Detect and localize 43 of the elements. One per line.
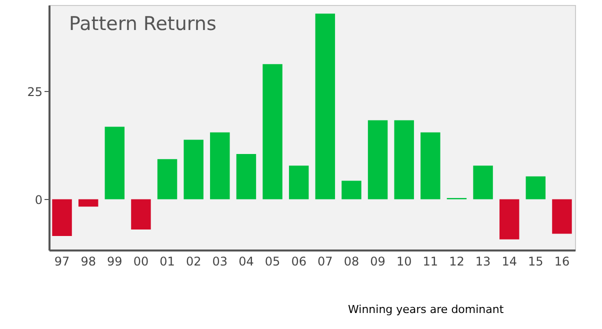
bar xyxy=(368,120,388,200)
x-tick-label: 08 xyxy=(344,254,360,268)
bar xyxy=(473,166,493,200)
x-tick-label: 97 xyxy=(54,254,70,268)
x-tick-label: 98 xyxy=(80,254,96,268)
x-tick-label: 01 xyxy=(160,254,175,268)
x-tick-label: 09 xyxy=(370,254,386,268)
y-tick-label: 0 xyxy=(34,192,42,207)
x-tick-label: 03 xyxy=(212,254,228,268)
x-tick-label: 04 xyxy=(238,254,254,268)
bar xyxy=(262,64,282,200)
x-tick-label: 99 xyxy=(107,254,122,268)
bar xyxy=(210,132,230,200)
bar xyxy=(131,199,151,230)
bar xyxy=(52,199,72,236)
bar xyxy=(552,199,572,234)
x-tick-label: 07 xyxy=(318,254,333,268)
x-tick-label: 10 xyxy=(396,254,412,268)
bar xyxy=(342,180,362,200)
x-tick-label: 11 xyxy=(422,254,438,268)
bar xyxy=(184,140,204,200)
x-tick-label: 12 xyxy=(449,254,464,268)
bar xyxy=(499,199,520,240)
bar xyxy=(104,126,125,200)
x-tick-label: 16 xyxy=(554,254,570,268)
bar xyxy=(157,159,178,200)
chart-title: Pattern Returns xyxy=(69,13,216,35)
y-tick-label: 25 xyxy=(27,84,42,99)
x-tick-label: 00 xyxy=(133,254,149,268)
bar xyxy=(420,132,440,200)
x-tick-label: 13 xyxy=(475,254,491,268)
text: Winning years are dominant xyxy=(348,303,504,316)
bar xyxy=(315,14,336,200)
bar xyxy=(78,199,98,207)
x-tick-label: 06 xyxy=(291,254,306,268)
x-tick-label: 02 xyxy=(186,254,202,268)
bar xyxy=(526,176,546,200)
x-tick-label: 14 xyxy=(502,254,517,268)
bar xyxy=(288,166,309,200)
bar xyxy=(394,120,414,200)
x-tick-label: 15 xyxy=(528,254,544,268)
bar xyxy=(236,154,256,200)
x-tick-label: 05 xyxy=(264,254,280,268)
